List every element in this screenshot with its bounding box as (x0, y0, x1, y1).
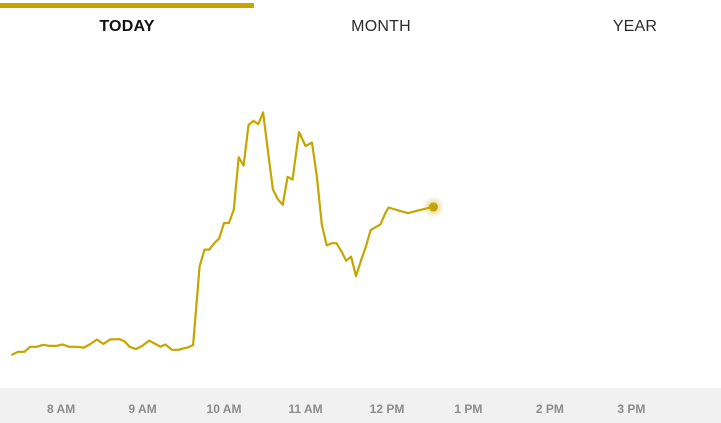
x-tick-label: 2 PM (535, 402, 564, 416)
tab-year-label: YEAR (612, 18, 658, 35)
x-tick-label: 9 AM (128, 402, 157, 416)
x-tick-label: 8 AM (46, 402, 76, 416)
tab-month-label: MONTH (351, 18, 411, 35)
current-point-marker[interactable] (428, 202, 438, 212)
x-tick-label: 1 PM (454, 402, 483, 416)
intraday-chart[interactable] (0, 56, 721, 388)
x-tick-label: 12 PM (369, 402, 405, 416)
tab-year[interactable]: YEAR (508, 0, 721, 56)
price-line (11, 111, 435, 356)
range-tabs: TODAY MONTH YEAR (0, 0, 721, 56)
tab-today-label: TODAY (99, 18, 155, 35)
x-tick-label: 3 PM (617, 402, 646, 416)
chart-canvas (11, 111, 445, 356)
tab-month[interactable]: MONTH (254, 0, 508, 56)
x-tick-label: 10 AM (206, 402, 242, 416)
tab-today[interactable]: TODAY (0, 0, 254, 56)
x-tick-label: 11 AM (288, 402, 323, 416)
x-axis: 8 AM 9 AM 10 AM 11 AM 12 PM 1 PM 2 PM 3 PM (0, 388, 721, 423)
